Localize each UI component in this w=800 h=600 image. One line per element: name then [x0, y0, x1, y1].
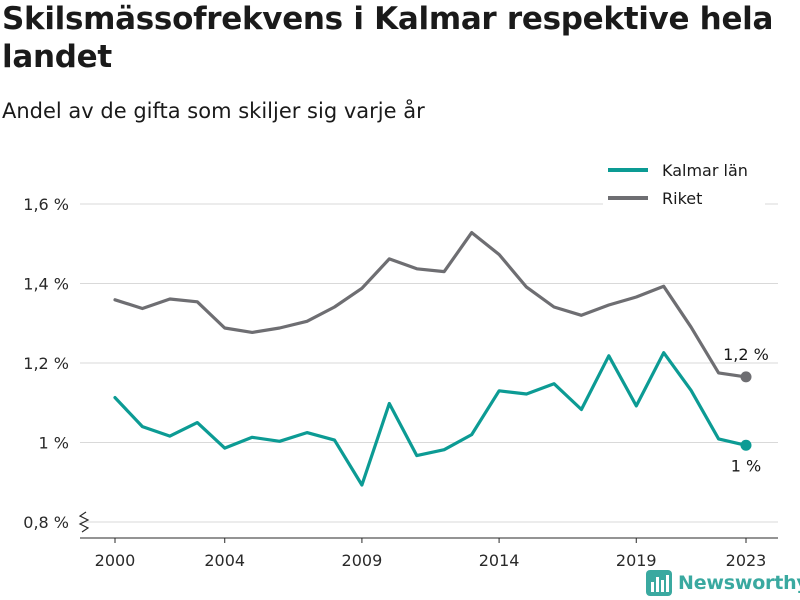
x-tick-label: 2009	[342, 551, 383, 570]
end-label: 1 %	[731, 456, 761, 475]
series-line-riket	[113, 231, 748, 379]
end-point	[740, 371, 752, 383]
x-tick-label: 2004	[204, 551, 245, 570]
y-tick-label: 0,8 %	[23, 513, 69, 532]
brand-name: Newsworthy	[678, 572, 800, 594]
x-tick-label: 2023	[726, 551, 767, 570]
end-point	[740, 439, 752, 451]
x-axis: 2000 2004 2009 2014 2019 2023	[80, 537, 778, 570]
y-tick-label: 1,6 %	[23, 195, 69, 214]
axis-break-marker	[78, 511, 90, 533]
y-tick-label: 1,4 %	[23, 275, 69, 294]
legend: Kalmar län Riket	[603, 159, 765, 211]
legend-label: Kalmar län	[662, 161, 748, 180]
legend-label: Riket	[662, 189, 702, 208]
chart-subtitle: Andel av de gifta som skiljer sig varje …	[2, 99, 425, 123]
newsworthy-logo: Newsworthy	[646, 570, 800, 596]
gridlines	[80, 203, 778, 523]
series-lines	[113, 231, 748, 487]
bar-chart-icon	[646, 570, 672, 596]
x-tick-label: 2000	[95, 551, 136, 570]
y-axis: 0,8 % 1 % 1,2 % 1,4 % 1,6 %	[23, 195, 90, 533]
series-line-kalmar-l-n	[113, 351, 748, 487]
y-tick-label: 1,2 %	[23, 354, 69, 373]
end-points: 1 % 1,2 %	[723, 345, 769, 475]
chart-title: Skilsmässofrekvens i Kalmar respektive h…	[2, 1, 774, 75]
end-label: 1,2 %	[723, 345, 769, 364]
x-tick-label: 2014	[479, 551, 520, 570]
y-tick-label: 1 %	[39, 434, 69, 453]
x-tick-label: 2019	[616, 551, 657, 570]
